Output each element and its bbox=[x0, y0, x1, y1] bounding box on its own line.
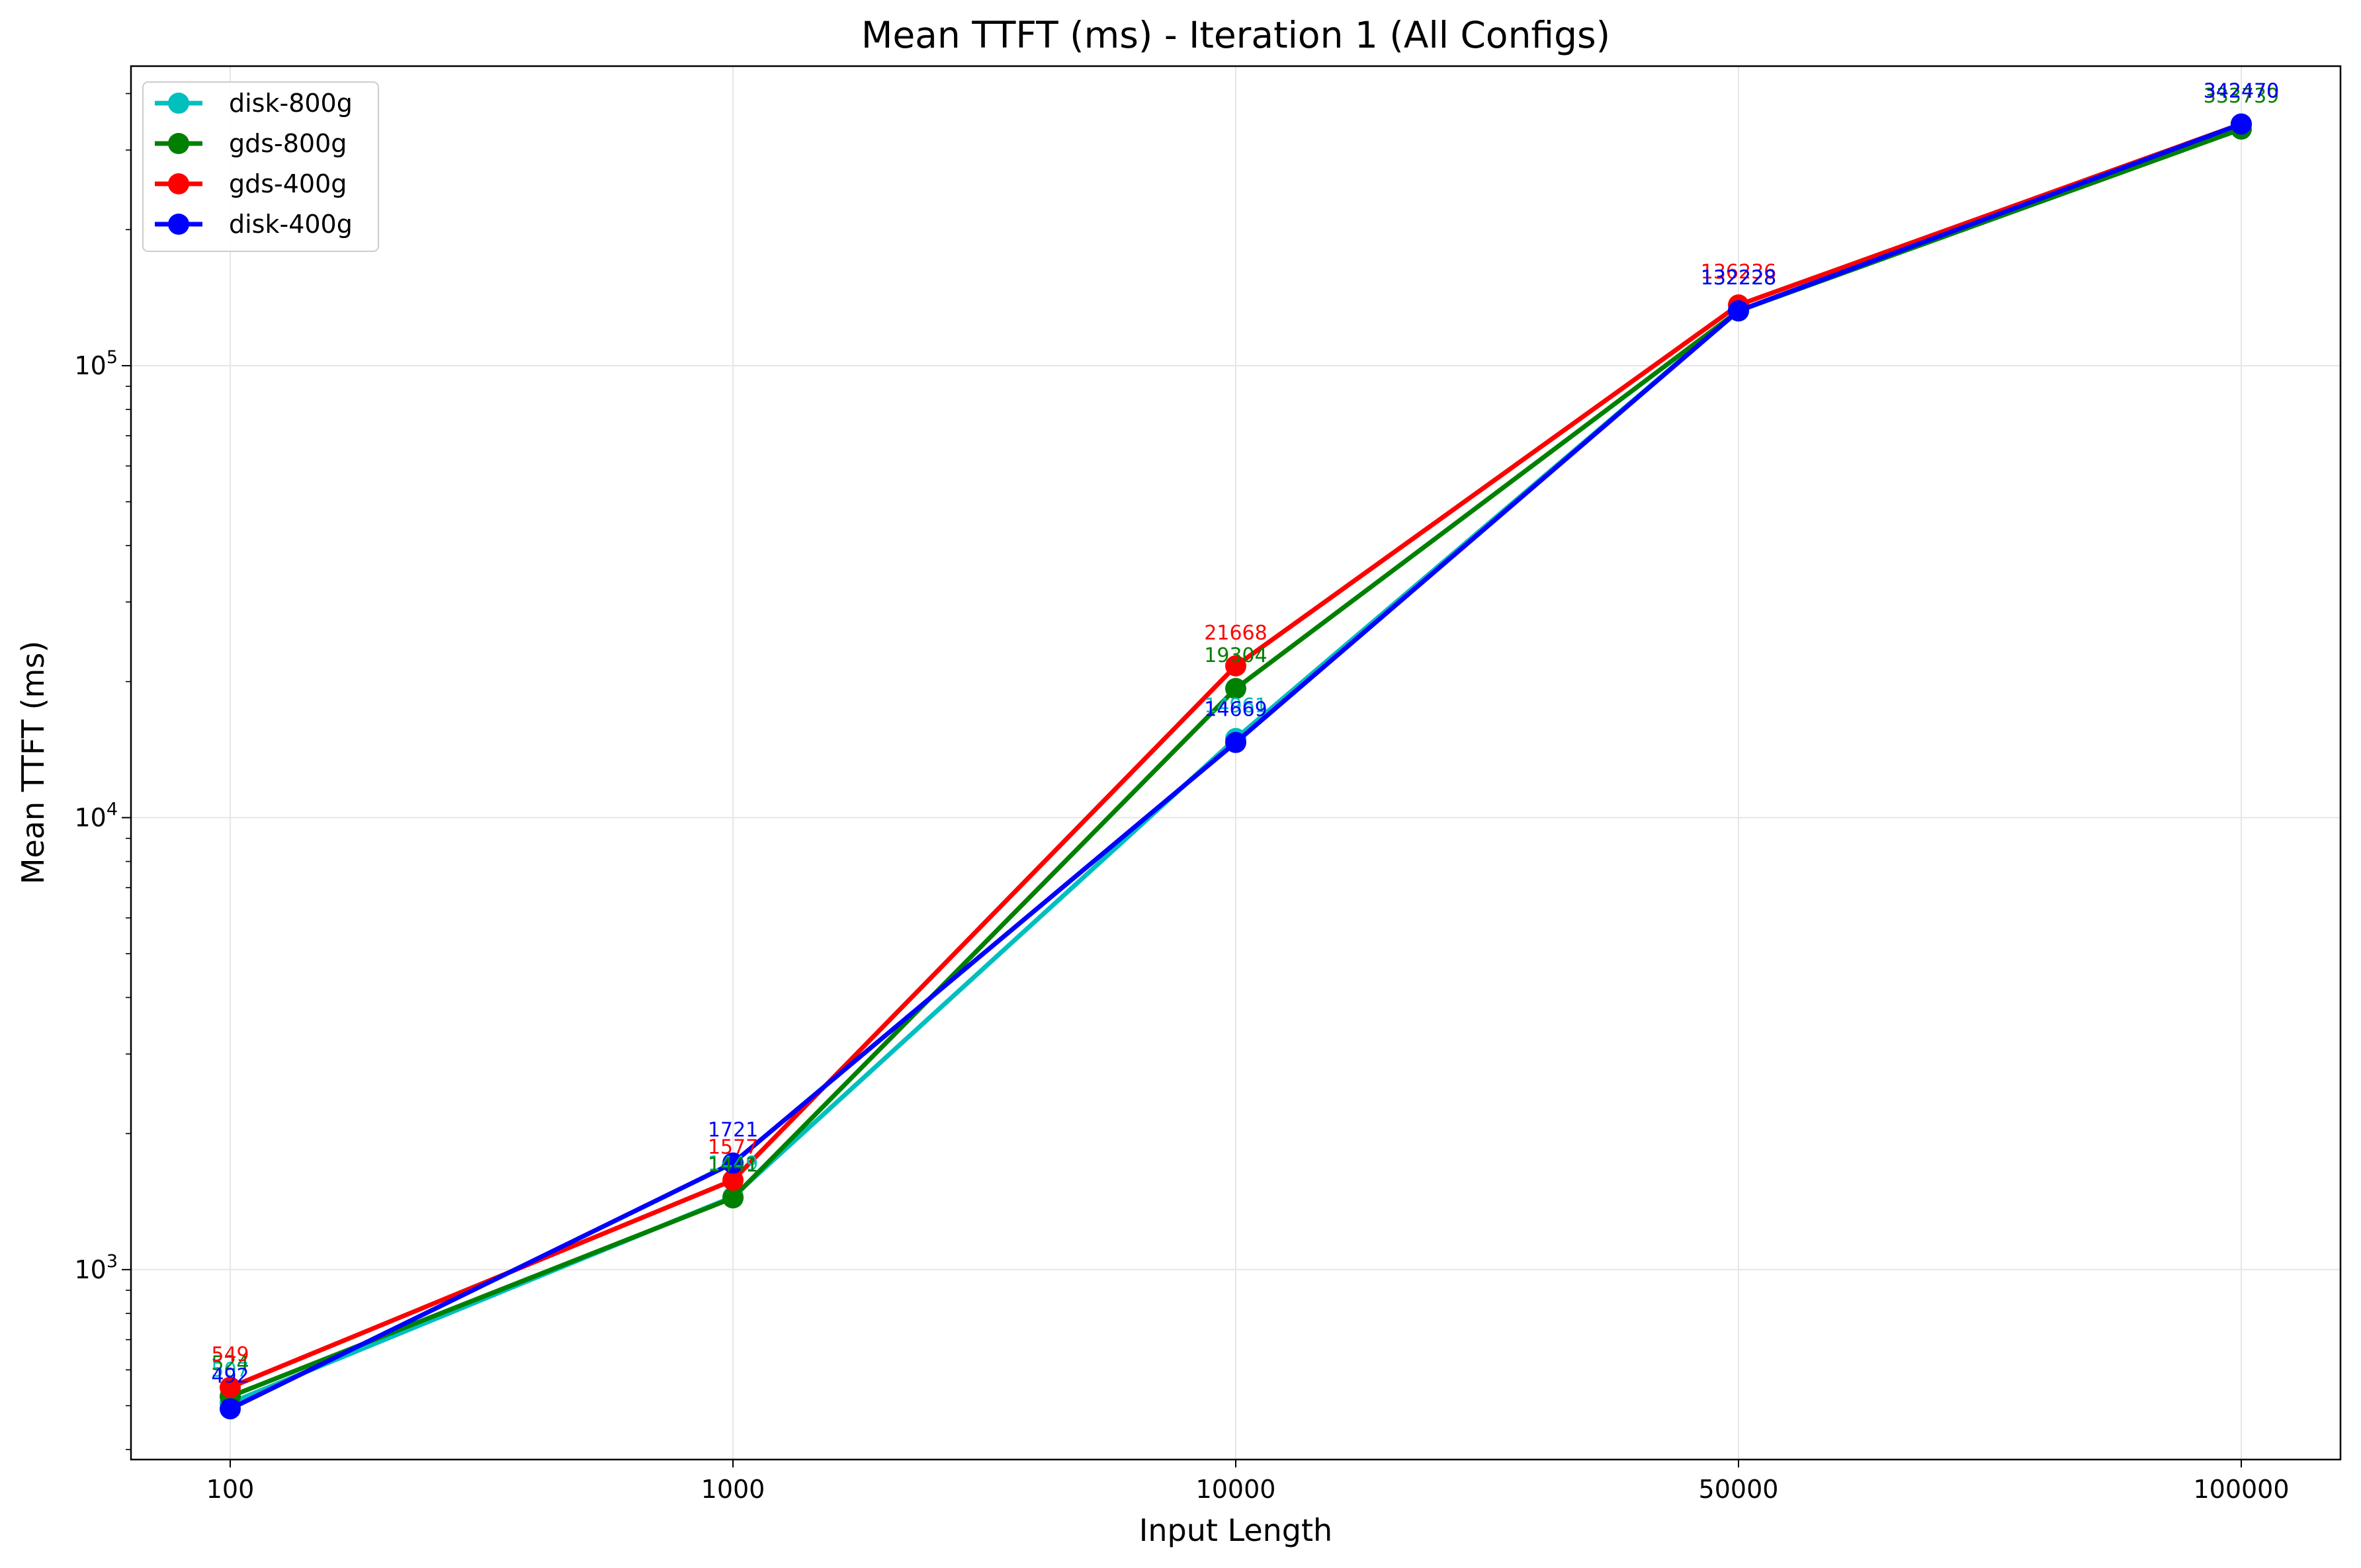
legend-label: gds-800g bbox=[229, 129, 347, 158]
y-tick-label: 103 bbox=[74, 1251, 118, 1284]
data-label-disk-400g: 342470 bbox=[2204, 80, 2280, 103]
data-label-gds-400g: 342470 bbox=[2204, 80, 2280, 103]
legend-swatch-marker bbox=[168, 173, 189, 194]
data-point-disk-400g bbox=[1728, 300, 1749, 322]
data-label-disk-800g: 342470 bbox=[2204, 80, 2280, 103]
data-label-gds-400g: 1577 bbox=[708, 1136, 758, 1159]
legend-label: disk-400g bbox=[229, 210, 353, 239]
data-label-disk-400g: 132228 bbox=[1701, 267, 1777, 290]
data-labels: 5071449149611322283424705241441193041322… bbox=[211, 80, 2279, 1388]
data-point-disk-400g bbox=[2231, 113, 2252, 135]
legend-swatch-marker bbox=[168, 214, 189, 235]
legend-label: disk-800g bbox=[229, 89, 353, 118]
legend: disk-800g gds-800g gds-400g disk-400g bbox=[142, 81, 379, 252]
data-point-gds-400g bbox=[220, 1376, 241, 1398]
data-label-disk-800g: 507 bbox=[211, 1358, 249, 1382]
data-point-disk-400g bbox=[220, 1398, 241, 1420]
series-lines bbox=[220, 113, 2252, 1420]
data-point-gds-800g bbox=[722, 1187, 744, 1209]
x-tick-label: 1000 bbox=[701, 1475, 765, 1504]
y-tick-label: 105 bbox=[74, 347, 118, 380]
data-point-gds-400g bbox=[722, 1169, 744, 1191]
legend-swatch-marker bbox=[168, 93, 189, 114]
x-tick-label: 100 bbox=[206, 1475, 255, 1504]
x-tick-label: 100000 bbox=[2193, 1475, 2289, 1504]
data-point-gds-400g bbox=[1225, 655, 1246, 677]
data-label-gds-800g: 333739 bbox=[2204, 85, 2280, 108]
data-label-gds-400g: 21668 bbox=[1204, 622, 1267, 645]
x-tick-label: 10000 bbox=[1196, 1475, 1276, 1504]
legend-swatch-marker bbox=[168, 133, 189, 154]
data-label-disk-800g: 1449 bbox=[708, 1153, 758, 1176]
data-label-disk-400g: 14669 bbox=[1204, 698, 1267, 722]
data-point-gds-800g bbox=[1225, 678, 1246, 700]
data-label-disk-400g: 492 bbox=[211, 1364, 249, 1387]
data-label-gds-800g: 524 bbox=[211, 1352, 249, 1376]
data-point-disk-400g bbox=[722, 1152, 744, 1174]
data-label-gds-800g: 1441 bbox=[708, 1153, 758, 1176]
y-tick-label: 104 bbox=[74, 799, 118, 832]
data-label-disk-400g: 1721 bbox=[708, 1119, 758, 1142]
legend-frame bbox=[142, 81, 379, 252]
chart-title: Mean TTFT (ms) - Iteration 1 (All Config… bbox=[861, 14, 1610, 56]
x-tick-label: 50000 bbox=[1699, 1475, 1779, 1504]
data-label-disk-800g: 14961 bbox=[1204, 694, 1267, 718]
axis-ticks: 100 1000 10000 50000 100000 103 104 105 bbox=[74, 93, 2290, 1504]
legend-label: gds-400g bbox=[229, 169, 347, 198]
data-point-disk-400g bbox=[1225, 731, 1246, 753]
data-label-gds-400g: 136236 bbox=[1701, 261, 1777, 284]
data-label-gds-800g: 19304 bbox=[1204, 644, 1267, 667]
data-label-gds-800g: 132228 bbox=[1701, 267, 1777, 290]
data-label-disk-800g: 132228 bbox=[1701, 267, 1777, 290]
data-label-gds-400g: 549 bbox=[211, 1343, 249, 1366]
x-axis-label: Input Length bbox=[1139, 1512, 1332, 1548]
y-axis-label: Mean TTFT (ms) bbox=[15, 641, 51, 884]
